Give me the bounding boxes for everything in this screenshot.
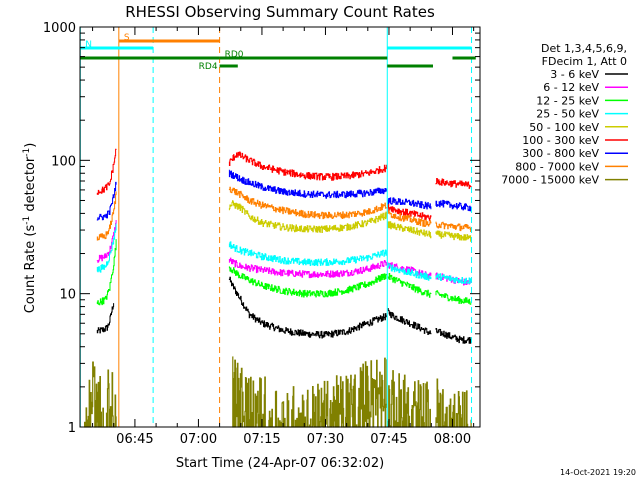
series-4-segment-2: [228, 241, 387, 267]
series-1-segment-1: [96, 303, 115, 334]
y-tick-label-2: 10: [59, 288, 76, 303]
series-9: [84, 356, 472, 428]
y-tick-label-3: 100: [51, 154, 76, 169]
series-1: [96, 276, 472, 344]
series-7-segment-4: [435, 199, 472, 212]
series-1-segment-3: [387, 308, 432, 335]
series-1-segment-4: [435, 328, 472, 344]
series-5-segment-2: [387, 221, 432, 239]
legend: Det 1,3,4,5,6,9,FDecim 1, Att 03 - 6 keV…: [501, 42, 628, 187]
series-5-segment-1: [228, 200, 387, 233]
legend-label-1: 3 - 6 keV: [550, 68, 599, 81]
status-bar-label-6: RD4: [199, 62, 218, 72]
series-layer: [84, 148, 472, 428]
x-tick-label-5: 07:45: [370, 432, 407, 447]
y-axis-label-mid: detector: [23, 156, 38, 216]
series-8-segment-1: [96, 191, 117, 241]
series-9-segment-1: [84, 361, 117, 428]
series-3-segment-3: [387, 273, 432, 298]
y-axis-label: Count Rate (s-1 detector-1): [22, 143, 38, 314]
legend-label-5: 50 - 100 keV: [529, 121, 599, 134]
y-axis-label-main: Count Rate (s: [23, 225, 38, 314]
legend-label-4: 25 - 50 keV: [536, 108, 599, 121]
y-tick-label-4: 1000: [43, 21, 76, 36]
series-3-segment-2: [228, 266, 387, 298]
legend-label-7: 300 - 800 keV: [522, 147, 599, 160]
series-3-segment-4: [435, 290, 472, 305]
series-9-segment-4: [435, 378, 472, 428]
chart-title: RHESSI Observing Summary Count Rates: [125, 3, 435, 21]
series-6-segment-4: [435, 178, 472, 189]
y-axis-label-sup2: -1: [22, 148, 32, 157]
series-4: [96, 223, 472, 284]
x-tick-label-1: 06:45: [116, 432, 153, 447]
legend-label-6: 100 - 300 keV: [522, 134, 599, 147]
legend-label-2: 6 - 12 keV: [543, 81, 599, 94]
axes-layer: 06:45 07:00 07:15 07:30 07:45 08:00 1 10 100 1000: [43, 21, 481, 447]
legend-header-1: Det 1,3,4,5,6,9,: [541, 42, 627, 55]
legend-header-2: FDecim 1, Att 0: [542, 55, 627, 68]
series-8-segment-4: [435, 221, 472, 232]
x-tick-label-4: 07:30: [307, 432, 344, 447]
status-bar-label-4: RD0: [225, 50, 244, 60]
series-7: [96, 169, 472, 221]
series-2-segment-2: [228, 257, 387, 279]
series-8-segment-3: [387, 210, 432, 227]
x-tick-label-3: 07:15: [243, 432, 280, 447]
series-8-segment-2: [228, 186, 387, 220]
series-4-segment-4: [435, 273, 472, 284]
series-1-segment-2: [228, 276, 387, 339]
series-9-segment-3: [387, 370, 432, 428]
series-3-segment-1: [96, 239, 117, 306]
series-7-segment-2: [228, 169, 387, 199]
legend-label-3: 12 - 25 keV: [536, 94, 599, 107]
series-5-segment-3: [435, 230, 472, 242]
x-axis-label: Start Time (24-Apr-07 06:32:02): [176, 456, 384, 471]
series-6-segment-1: [96, 148, 117, 195]
series-6: [96, 148, 472, 221]
y-tick-label-1: 1: [68, 421, 76, 436]
x-tick-label-6: 08:00: [434, 432, 471, 447]
series-7-segment-3: [387, 197, 432, 210]
x-tick-label-2: 07:00: [180, 432, 217, 447]
series-9-segment-2: [232, 356, 388, 428]
status-bar-label-1: S: [124, 33, 130, 43]
series-4-segment-3: [387, 263, 432, 281]
status-bar-layer: S N RD0 RD4: [80, 33, 476, 72]
series-6-segment-2: [228, 151, 387, 181]
plot-frame: [79, 26, 481, 428]
series-8: [96, 186, 472, 241]
series-6-segment-3: [387, 203, 432, 221]
status-bar-label-2: N: [85, 40, 92, 50]
series-7-segment-1: [96, 181, 117, 221]
footer-date: 14-Oct-2021 19:20: [560, 468, 636, 477]
svg-text:Count Rate (s-1 detector-1): Count Rate (s-1 detector-1): [22, 143, 38, 314]
y-axis-label-sup1: -1: [22, 216, 32, 225]
series-3: [96, 239, 472, 306]
legend-label-8: 800 - 7000 keV: [515, 160, 599, 173]
legend-label-9: 7000 - 15000 keV: [501, 174, 599, 187]
y-axis-label-end: ): [23, 143, 38, 148]
series-4-segment-1: [96, 223, 117, 273]
series-2-segment-1: [96, 220, 117, 263]
series-5: [228, 200, 472, 242]
